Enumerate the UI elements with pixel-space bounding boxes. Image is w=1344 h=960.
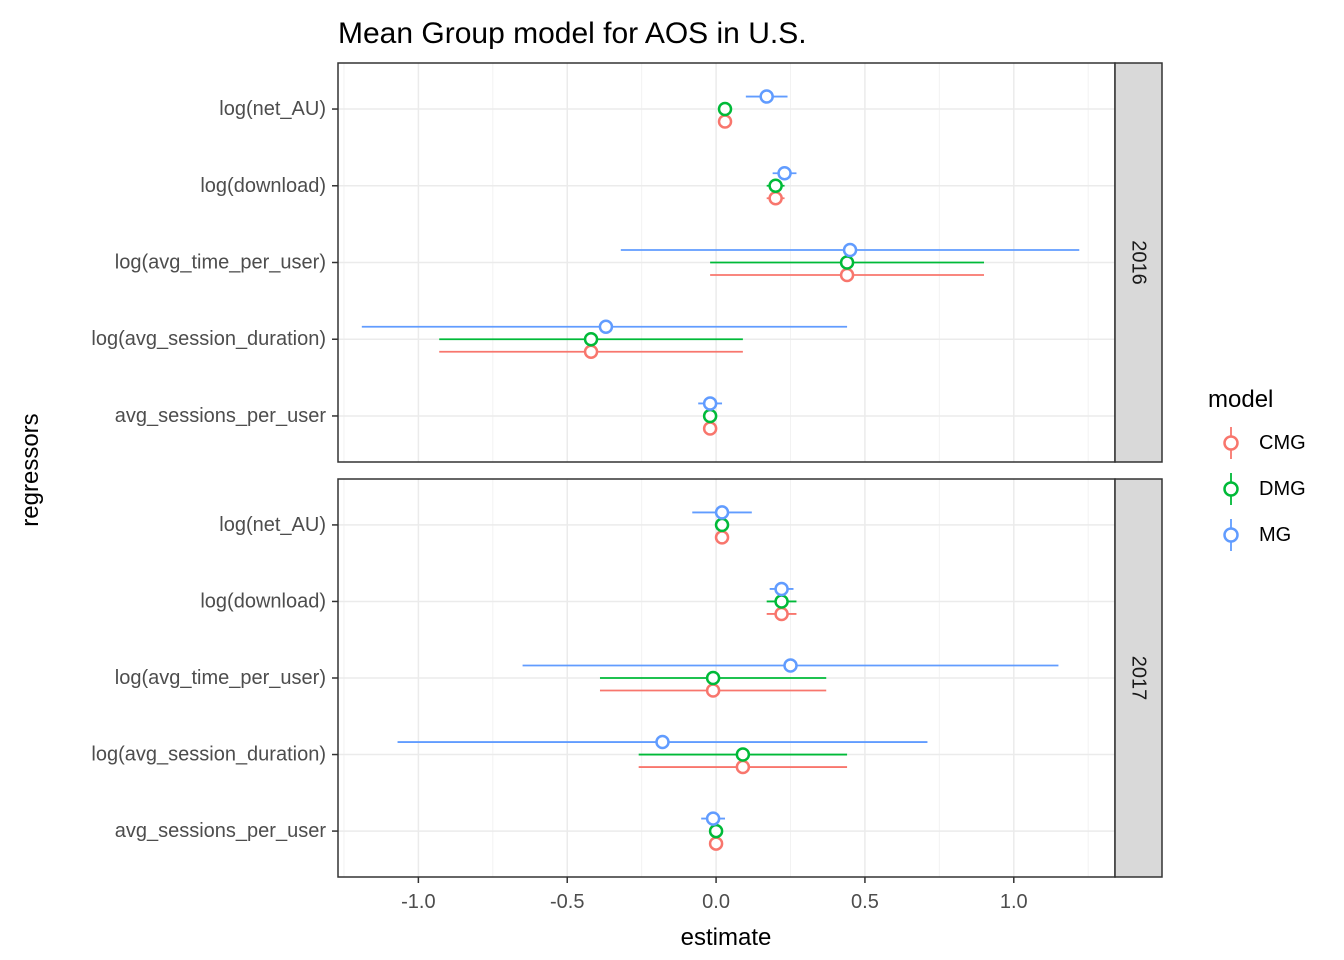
legend-key-point: [1223, 435, 1239, 451]
legend-title: model: [1208, 386, 1273, 413]
x-axis-title: estimate: [681, 924, 772, 951]
point-DMG-log-net-au: [717, 101, 733, 117]
point-MG-log-avg-session-duration: [598, 319, 614, 334]
y-axis: log(net_AU) log(download) log(avg_time_per…: [91, 98, 338, 842]
series-MG: [397, 505, 1059, 826]
legend-key-point: [1223, 481, 1239, 497]
y-tick-label: log(avg_time_per_user): [115, 667, 326, 689]
point-MG-log-download: [774, 581, 789, 597]
series-DMG: [599, 517, 848, 839]
y-tick-label: log(download): [200, 590, 326, 612]
y-tick-label: log(avg_time_per_user): [115, 252, 326, 274]
point-MG-avg-sessions-per-user: [705, 811, 721, 826]
facet-strip: [1114, 62, 1163, 463]
legend-entry-MG: MG: [1223, 519, 1291, 551]
x-tick-label: -0.5: [550, 891, 584, 913]
y-tick-label: log(download): [200, 175, 326, 197]
x-tick-label: 1.0: [1000, 891, 1028, 913]
y-tick-label: log(avg_session_duration): [91, 744, 326, 766]
point-DMG-log-avg-session-duration: [583, 331, 599, 347]
point-CMG-avg-sessions-per-user: [702, 421, 718, 436]
legend: model CMG DMG MG: [1208, 386, 1306, 551]
point-DMG-log-net-au: [714, 517, 730, 533]
point-MG-log-net-au: [759, 89, 774, 104]
panels: 2016 2017: [337, 62, 1163, 878]
point-MG-log-avg-time-per-user: [783, 658, 798, 673]
y-tick-label: avg_sessions_per_user: [115, 820, 327, 842]
y-tick-label: log(avg_session_duration): [91, 328, 326, 350]
point-CMG-log-avg-session-duration: [583, 344, 599, 359]
series-CMG: [439, 114, 985, 436]
point-MG-log-net-au: [714, 505, 730, 520]
point-CMG-log-net-au: [717, 114, 733, 129]
facet-label-2016: 2016: [1128, 240, 1150, 285]
y-tick-label: log(net_AU): [219, 98, 326, 120]
point-DMG-log-download: [774, 594, 789, 609]
facet-panel-2017: 2017: [337, 478, 1163, 878]
legend-label-DMG: DMG: [1259, 478, 1306, 500]
point-MG-log-avg-time-per-user: [842, 242, 858, 258]
point-MG-log-avg-session-duration: [655, 734, 670, 750]
point-DMG-log-avg-session-duration: [735, 747, 751, 762]
point-CMG-log-avg-time-per-user: [839, 267, 855, 283]
point-DMG-log-avg-time-per-user: [705, 670, 721, 686]
point-DMG-log-download: [768, 178, 783, 194]
point-CMG-log-download: [774, 606, 789, 622]
legend-entry-CMG: CMG: [1223, 427, 1306, 459]
legend-label-CMG: CMG: [1259, 432, 1306, 454]
facet-strip: [1114, 478, 1163, 878]
point-DMG-avg-sessions-per-user: [702, 408, 718, 424]
x-tick-label: -1.0: [401, 891, 435, 913]
x-axis: -1.0 -0.5 0.0 0.5 1.0: [401, 877, 1028, 913]
point-CMG-avg-sessions-per-user: [708, 836, 724, 851]
facet-label-2017: 2017: [1128, 656, 1150, 701]
legend-entry-DMG: DMG: [1223, 473, 1306, 505]
y-tick-label: log(net_AU): [219, 514, 326, 536]
x-tick-label: 0.5: [851, 891, 879, 913]
chart-title: Mean Group model for AOS in U.S.: [338, 17, 807, 50]
y-tick-label: avg_sessions_per_user: [115, 405, 327, 427]
y-axis-title: regressors: [17, 413, 44, 526]
series-MG: [361, 89, 1080, 411]
point-CMG-log-download: [768, 191, 783, 206]
point-DMG-avg-sessions-per-user: [708, 823, 724, 839]
legend-label-MG: MG: [1259, 524, 1291, 546]
facet-panel-2016: 2016: [337, 62, 1163, 463]
legend-key-point: [1223, 527, 1239, 543]
point-CMG-log-avg-session-duration: [735, 759, 751, 775]
point-DMG-log-avg-time-per-user: [839, 255, 855, 270]
point-MG-avg-sessions-per-user: [702, 396, 718, 411]
point-CMG-log-avg-time-per-user: [705, 683, 721, 698]
x-tick-label: 0.0: [702, 891, 730, 913]
point-CMG-log-net-au: [714, 530, 730, 545]
series-DMG: [439, 101, 985, 424]
point-MG-log-download: [777, 166, 792, 181]
